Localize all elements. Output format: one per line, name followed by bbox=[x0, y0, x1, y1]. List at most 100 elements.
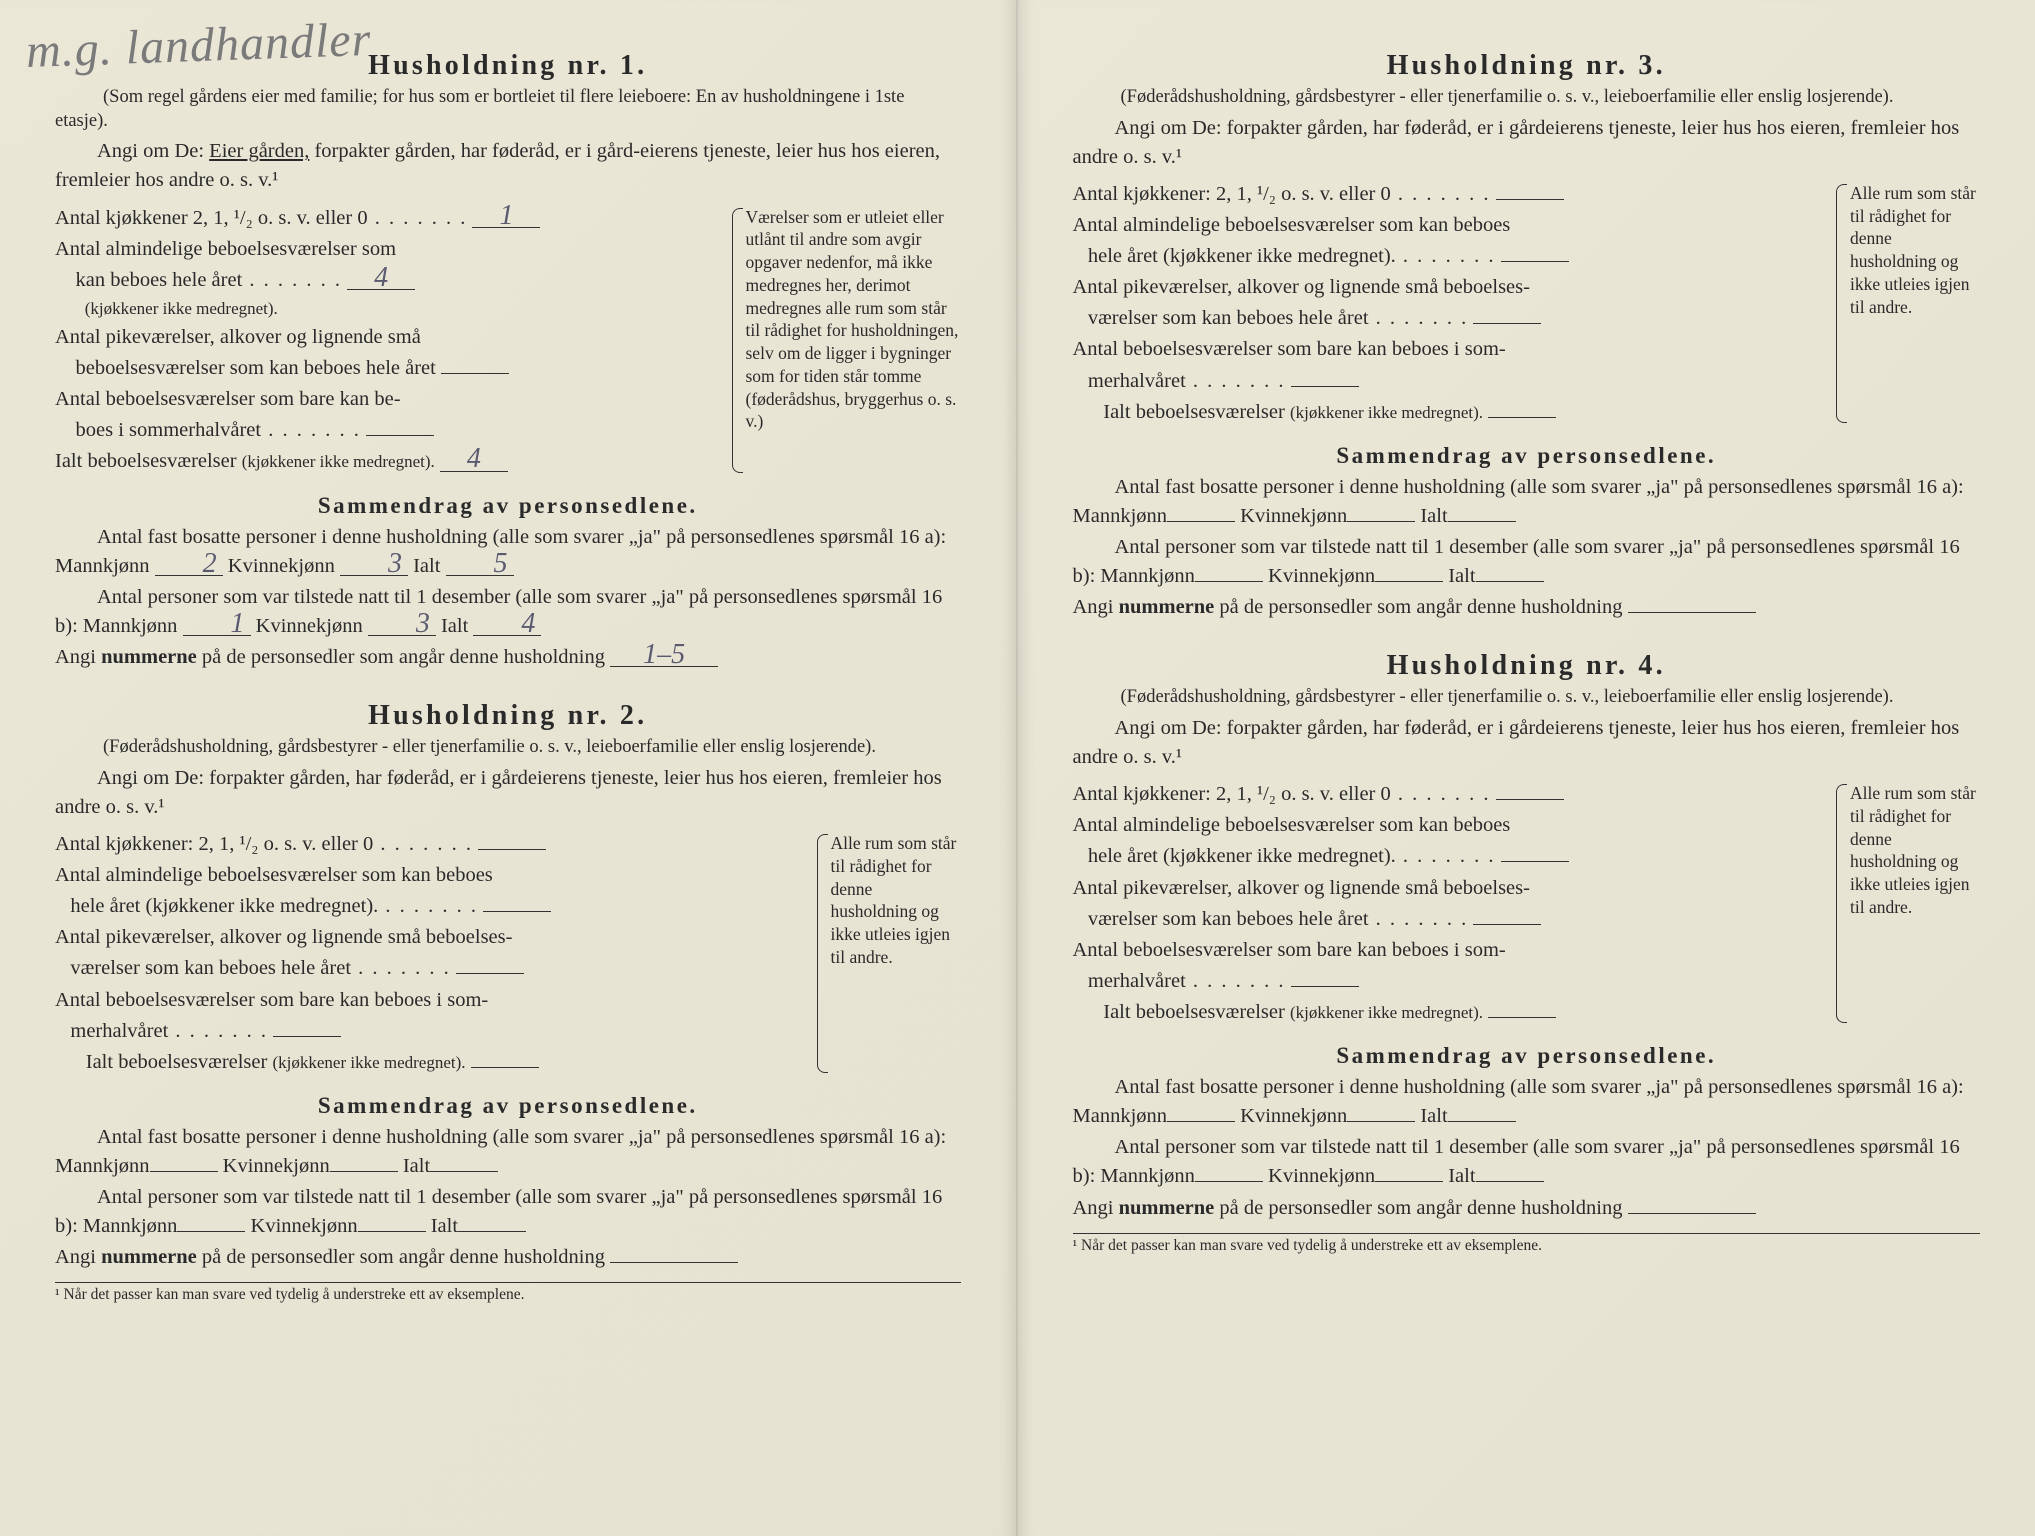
hh3-q5: Ialt beboelsesværelser (kjøkkener ikke m… bbox=[1073, 398, 1839, 427]
hh2-rooms-main: Antal kjøkkener: 2, 1, ¹/₂ o. s. v. elle… bbox=[55, 828, 819, 1079]
text: værelser som kan beboes hele året bbox=[1088, 307, 1468, 329]
fill-blank bbox=[1347, 1121, 1415, 1122]
text: Ialt bbox=[1448, 1165, 1475, 1187]
fill-value: 1 bbox=[472, 205, 540, 228]
fill-blank bbox=[1476, 1181, 1544, 1182]
text: Ialt bbox=[413, 555, 440, 577]
hh3-q2b: hele året (kjøkkener ikke medregnet). bbox=[1073, 242, 1839, 271]
left-page: m.g. landhandler Husholdning nr. 1. (Som… bbox=[0, 0, 1018, 1536]
text: på de personsedler som angår denne husho… bbox=[1214, 596, 1622, 618]
hh4-annotation: (Føderådshusholdning, gårdsbestyrer - el… bbox=[1073, 686, 1981, 710]
hh1-q4b: boes i sommerhalvåret bbox=[55, 416, 734, 445]
hh2-sum-title: Sammendrag av personsedlene. bbox=[55, 1093, 961, 1119]
text: (kjøkkener ikke medregnet). bbox=[1290, 403, 1483, 422]
fill-blank bbox=[456, 973, 524, 974]
hh1-s2: Antal personer som var tilstede natt til… bbox=[55, 583, 961, 641]
hh1-q2a: Antal almindelige beboelsesværelser som bbox=[55, 235, 734, 264]
text: Ialt beboelsesværelser bbox=[55, 450, 237, 472]
hh1-rooms-main: Antal kjøkkener 2, 1, ¹/₂ o. s. v. eller… bbox=[55, 202, 734, 479]
text: Ialt beboelsesværelser bbox=[1103, 401, 1285, 423]
hh4-s1: Antal fast bosatte personer i denne hush… bbox=[1073, 1073, 1981, 1131]
text: Angi om De: bbox=[97, 140, 204, 162]
text: Antal personer som var tilstede natt til… bbox=[1073, 1136, 1960, 1187]
text-bold: nummerne bbox=[101, 1246, 197, 1268]
text: Ialt beboelsesværelser bbox=[86, 1051, 268, 1073]
hh2-q3a: Antal pikeværelser, alkover og lignende … bbox=[55, 923, 819, 952]
text: Antal personer som var tilstede natt til… bbox=[1073, 536, 1960, 587]
text: Ialt bbox=[431, 1215, 458, 1237]
text-bold: nummerne bbox=[1119, 596, 1215, 618]
hh3-sum-title: Sammendrag av personsedlene. bbox=[1073, 443, 1981, 469]
hh1-annotation: (Som regel gårdens eier med familie; for… bbox=[55, 86, 961, 133]
hh2-angi: Angi om De: forpakter gården, har føderå… bbox=[55, 764, 961, 822]
fill-value: 2 bbox=[155, 553, 223, 576]
hh3-s3: Angi nummerne på de personsedler som ang… bbox=[1073, 593, 1981, 622]
hh2-q5: Ialt beboelsesværelser (kjøkkener ikke m… bbox=[55, 1048, 819, 1077]
fill-blank bbox=[471, 1067, 539, 1068]
fill-blank bbox=[1496, 799, 1564, 800]
hh1-q5: Ialt beboelsesværelser (kjøkkener ikke m… bbox=[55, 447, 734, 476]
fill-blank bbox=[177, 1231, 245, 1232]
text: på de personsedler som angår denne husho… bbox=[197, 646, 605, 668]
text: Angi bbox=[55, 646, 101, 668]
hh4-q3a: Antal pikeværelser, alkover og lignende … bbox=[1073, 874, 1839, 903]
text: Kvinnekjønn bbox=[223, 1155, 330, 1177]
text: (kjøkkener ikke medregnet). bbox=[85, 299, 278, 318]
text: beboelsesværelser som kan beboes hele år… bbox=[76, 357, 436, 379]
text: Ialt bbox=[403, 1155, 430, 1177]
text-bold: nummerne bbox=[101, 646, 197, 668]
text: Antal kjøkkener 2, 1, ¹/₂ o. s. v. eller… bbox=[55, 207, 467, 229]
hh4-q3b: værelser som kan beboes hele året bbox=[1073, 905, 1839, 934]
text: (kjøkkener ikke medregnet). bbox=[272, 1053, 465, 1072]
hh3-q4a: Antal beboelsesværelser som bare kan beb… bbox=[1073, 335, 1839, 364]
hh2-s3: Angi nummerne på de personsedler som ang… bbox=[55, 1243, 961, 1272]
fill-blank bbox=[330, 1171, 398, 1172]
text: Ialt bbox=[1448, 565, 1475, 587]
fill-blank bbox=[1473, 924, 1541, 925]
fill-blank bbox=[1448, 1121, 1516, 1122]
hh3-q3b: værelser som kan beboes hele året bbox=[1073, 304, 1839, 333]
fill-blank bbox=[1488, 417, 1556, 418]
text: hele året (kjøkkener ikke medregnet). bbox=[70, 895, 478, 917]
hh3-angi: Angi om De: forpakter gården, har føderå… bbox=[1073, 114, 1981, 172]
fill-blank bbox=[1628, 1213, 1756, 1214]
hh4-angi: Angi om De: forpakter gården, har føderå… bbox=[1073, 714, 1981, 772]
hh3-rooms-main: Antal kjøkkener: 2, 1, ¹/₂ o. s. v. elle… bbox=[1073, 178, 1839, 429]
hh3-q4b: merhalvåret bbox=[1073, 367, 1839, 396]
hh4-title: Husholdning nr. 4. bbox=[1073, 650, 1981, 682]
hh4-side-note: Alle rum som står til rådighet for denne… bbox=[1850, 778, 1980, 1029]
hh3-s1: Antal fast bosatte personer i denne hush… bbox=[1073, 473, 1981, 531]
fill-value: 3 bbox=[340, 553, 408, 576]
text: Ialt bbox=[1420, 505, 1447, 527]
hh2-s1: Antal fast bosatte personer i denne hush… bbox=[55, 1123, 961, 1181]
fill-blank bbox=[430, 1171, 498, 1172]
fill-blank bbox=[1195, 1181, 1263, 1182]
fill-blank bbox=[441, 373, 509, 374]
fill-value: 4 bbox=[347, 267, 415, 290]
hh2-q2b: hele året (kjøkkener ikke medregnet). bbox=[55, 892, 819, 921]
text: Antal fast bosatte personer i denne hush… bbox=[1073, 1076, 1964, 1127]
text: på de personsedler som angår denne husho… bbox=[197, 1246, 605, 1268]
hh3-annotation: (Føderådshusholdning, gårdsbestyrer - el… bbox=[1073, 86, 1981, 110]
fill-blank bbox=[610, 1262, 738, 1263]
text: Kvinnekjønn bbox=[1240, 1105, 1347, 1127]
text: Angi bbox=[1073, 596, 1119, 618]
fill-value: 1 bbox=[183, 613, 251, 636]
fill-blank bbox=[1347, 521, 1415, 522]
text: Antal kjøkkener: 2, 1, ¹/₂ o. s. v. elle… bbox=[55, 833, 473, 855]
text: Kvinnekjønn bbox=[251, 1215, 358, 1237]
hh1-s3: Angi nummerne på de personsedler som ang… bbox=[55, 643, 961, 672]
hh1-sum-title: Sammendrag av personsedlene. bbox=[55, 493, 961, 519]
text: Kvinnekjønn bbox=[1240, 505, 1347, 527]
hh4-q4a: Antal beboelsesværelser som bare kan beb… bbox=[1073, 936, 1839, 965]
fill-blank bbox=[1375, 581, 1443, 582]
hh2-q4b: merhalvåret bbox=[55, 1017, 819, 1046]
hh2-title: Husholdning nr. 2. bbox=[55, 700, 961, 732]
fill-value: 4 bbox=[440, 448, 508, 471]
fill-blank bbox=[458, 1231, 526, 1232]
fill-blank bbox=[273, 1036, 341, 1037]
text-bold: nummerne bbox=[1119, 1197, 1215, 1219]
fill-blank bbox=[1167, 521, 1235, 522]
hh3-rooms-block: Antal kjøkkener: 2, 1, ¹/₂ o. s. v. elle… bbox=[1073, 178, 1981, 429]
hh1-side-note: Værelser som er utleiet eller utlånt til… bbox=[746, 202, 961, 479]
